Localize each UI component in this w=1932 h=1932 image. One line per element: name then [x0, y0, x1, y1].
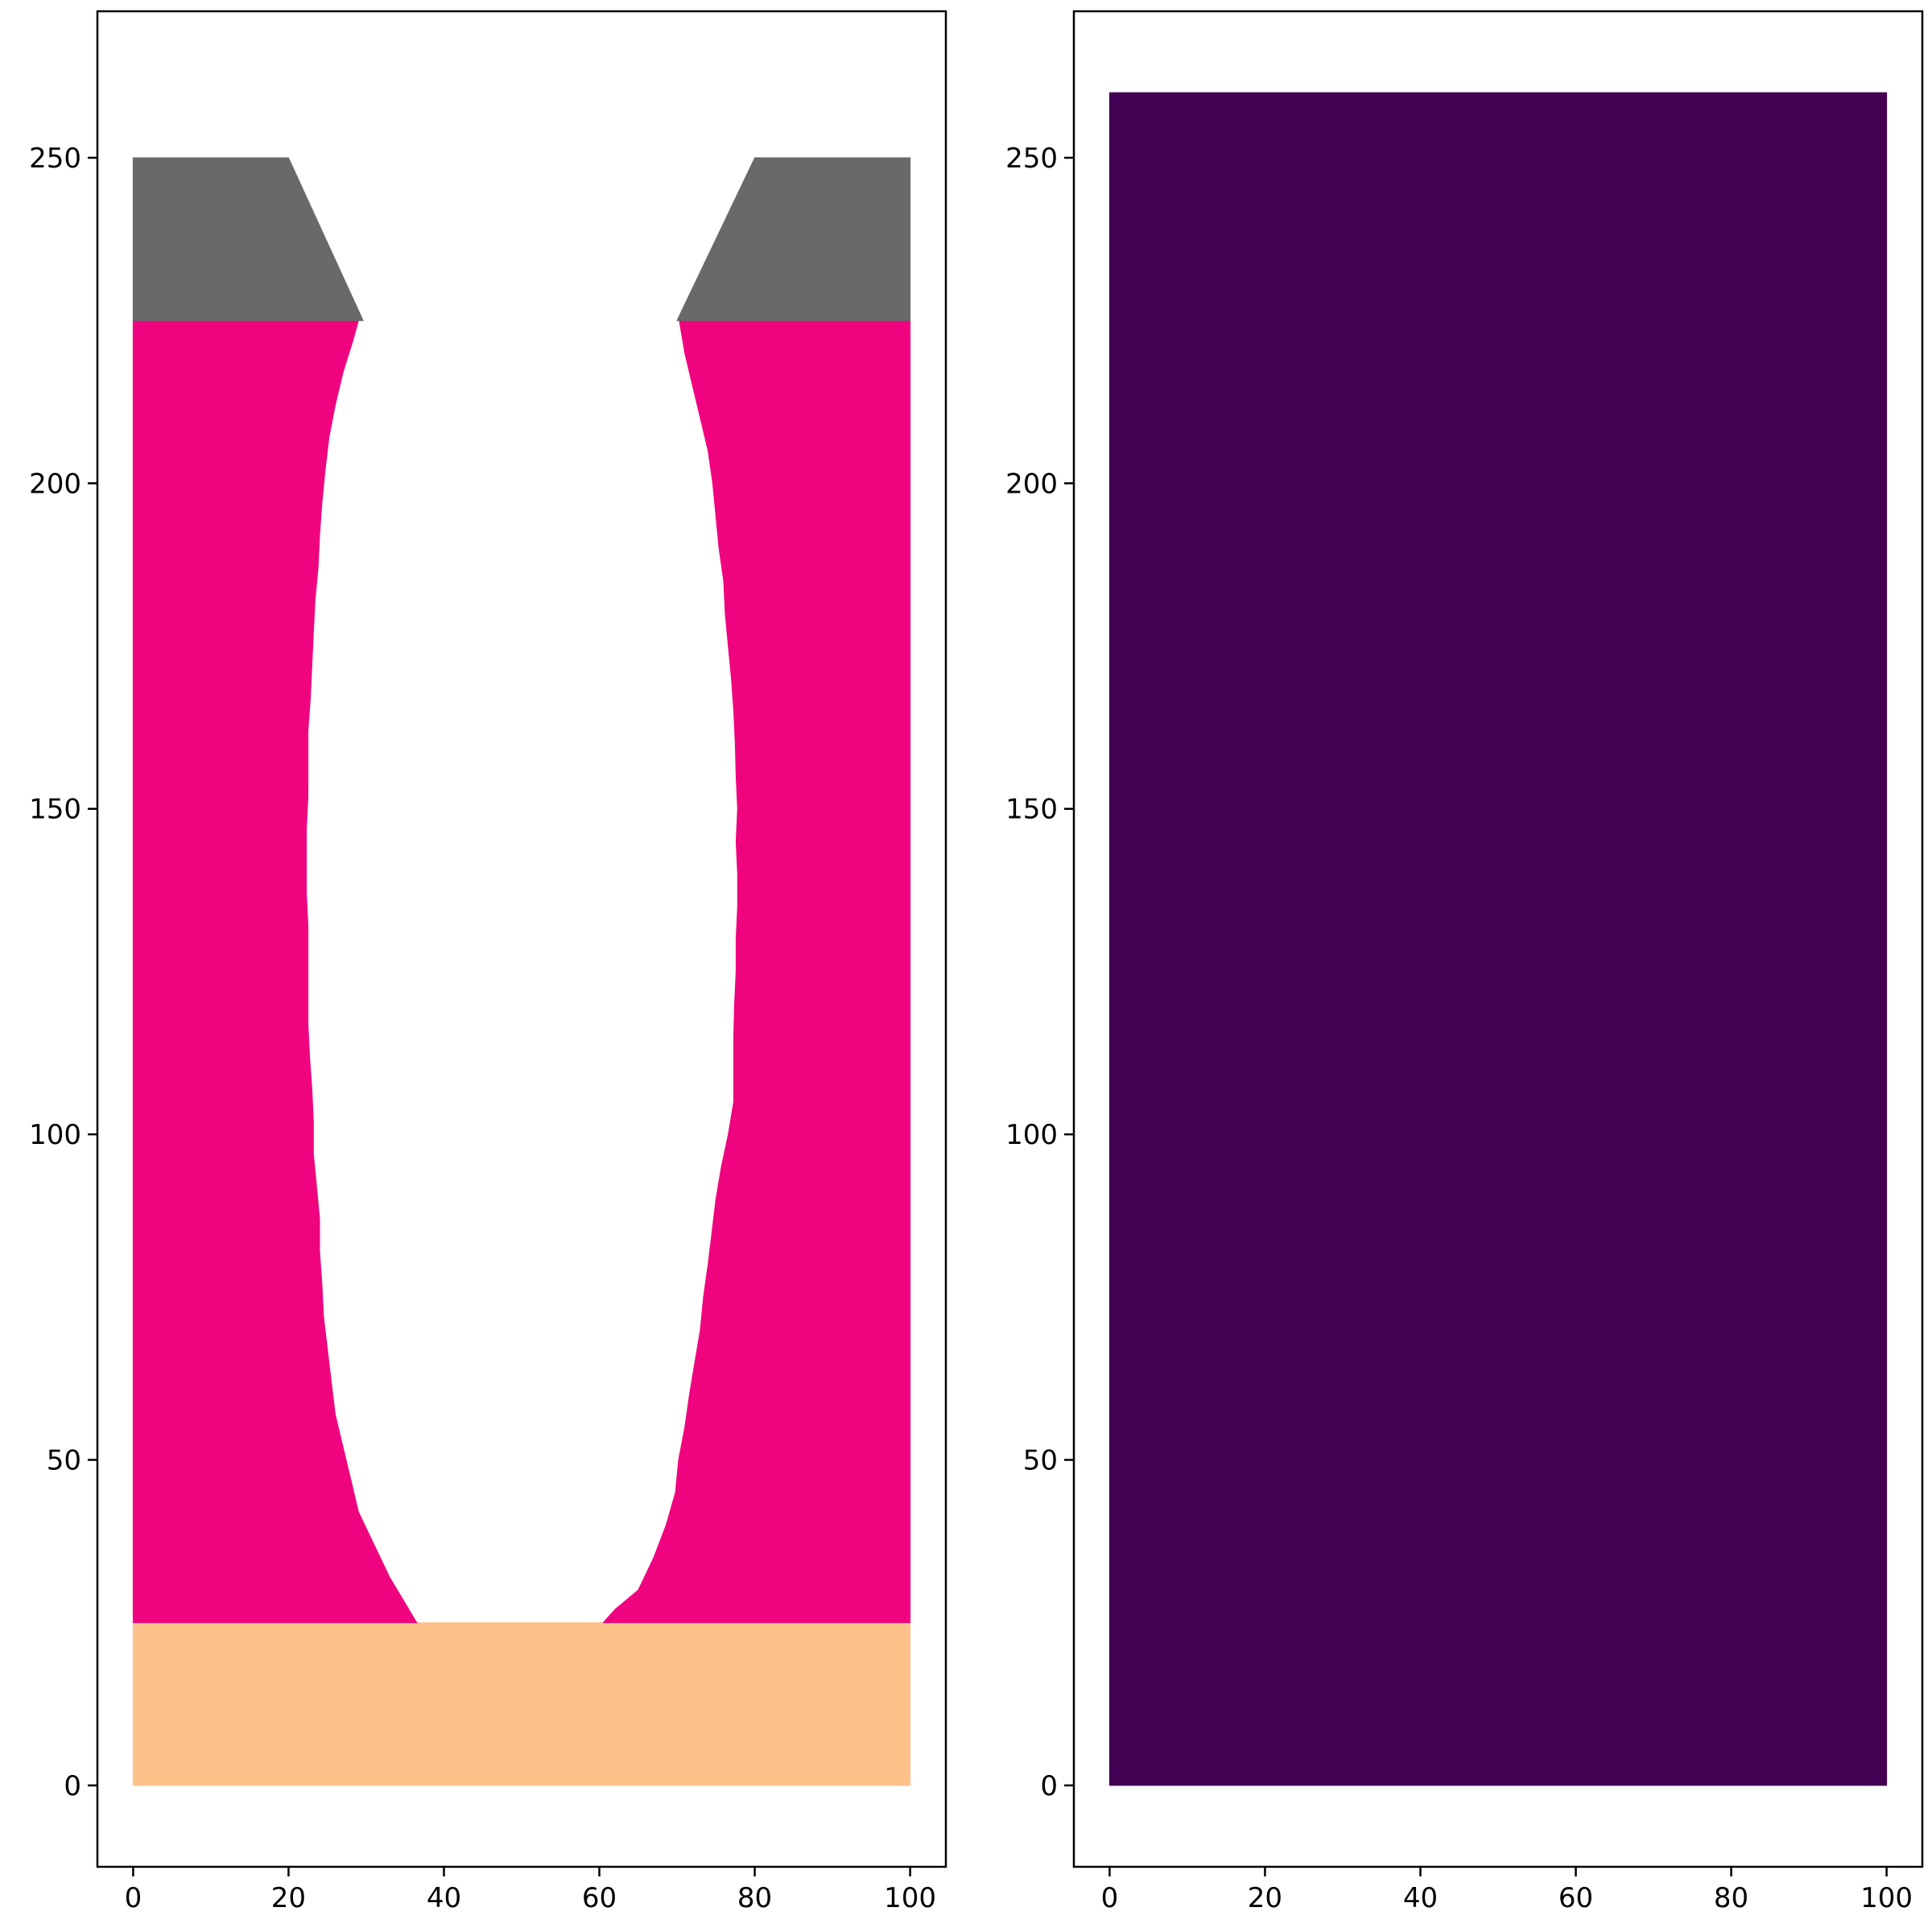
x-tick-label: 100: [1860, 1882, 1913, 1914]
region-uniform-field: [1108, 92, 1888, 1786]
left-panel: 0 20 40 60 80 100 0 50 100 150 200 250: [29, 10, 947, 1914]
region-middle-layer-right: [602, 320, 911, 1624]
x-tick-label: 100: [884, 1882, 936, 1914]
y-tick-label: 50: [1023, 1445, 1058, 1477]
y-tick-label: 250: [29, 142, 81, 175]
region-top-layer-left: [132, 157, 364, 321]
x-tick-label: 20: [1248, 1882, 1282, 1914]
axes-frame: [1072, 10, 1924, 1868]
x-tick-label: 40: [427, 1882, 461, 1914]
x-tick-label: 80: [737, 1882, 772, 1914]
y-tick-label: 0: [64, 1770, 81, 1802]
y-tick-label: 200: [29, 468, 81, 500]
y-tick-label: 150: [1005, 794, 1058, 826]
x-tick-label: 20: [271, 1882, 306, 1914]
y-tick-label: 200: [1005, 468, 1058, 500]
x-tick-label: 80: [1714, 1882, 1748, 1914]
x-tick-label: 60: [582, 1882, 617, 1914]
region-top-layer-right: [676, 157, 911, 321]
axes-frame: [96, 10, 947, 1868]
y-tick-label: 100: [1005, 1119, 1058, 1151]
y-tick-label: 0: [1040, 1770, 1058, 1802]
region-bottom-layer: [132, 1622, 911, 1786]
y-tick-label: 150: [29, 794, 81, 826]
x-tick-label: 60: [1558, 1882, 1593, 1914]
y-tick-label: 250: [1005, 142, 1058, 175]
y-tick-label: 50: [47, 1445, 81, 1477]
right-panel: 0 20 40 60 80 100 0 50 100 150 200 250: [1005, 10, 1924, 1914]
x-tick-label: 0: [1101, 1882, 1119, 1914]
x-tick-label: 0: [125, 1882, 142, 1914]
x-tick-label: 40: [1403, 1882, 1438, 1914]
region-middle-layer-left: [132, 320, 418, 1624]
y-tick-label: 100: [29, 1119, 81, 1151]
